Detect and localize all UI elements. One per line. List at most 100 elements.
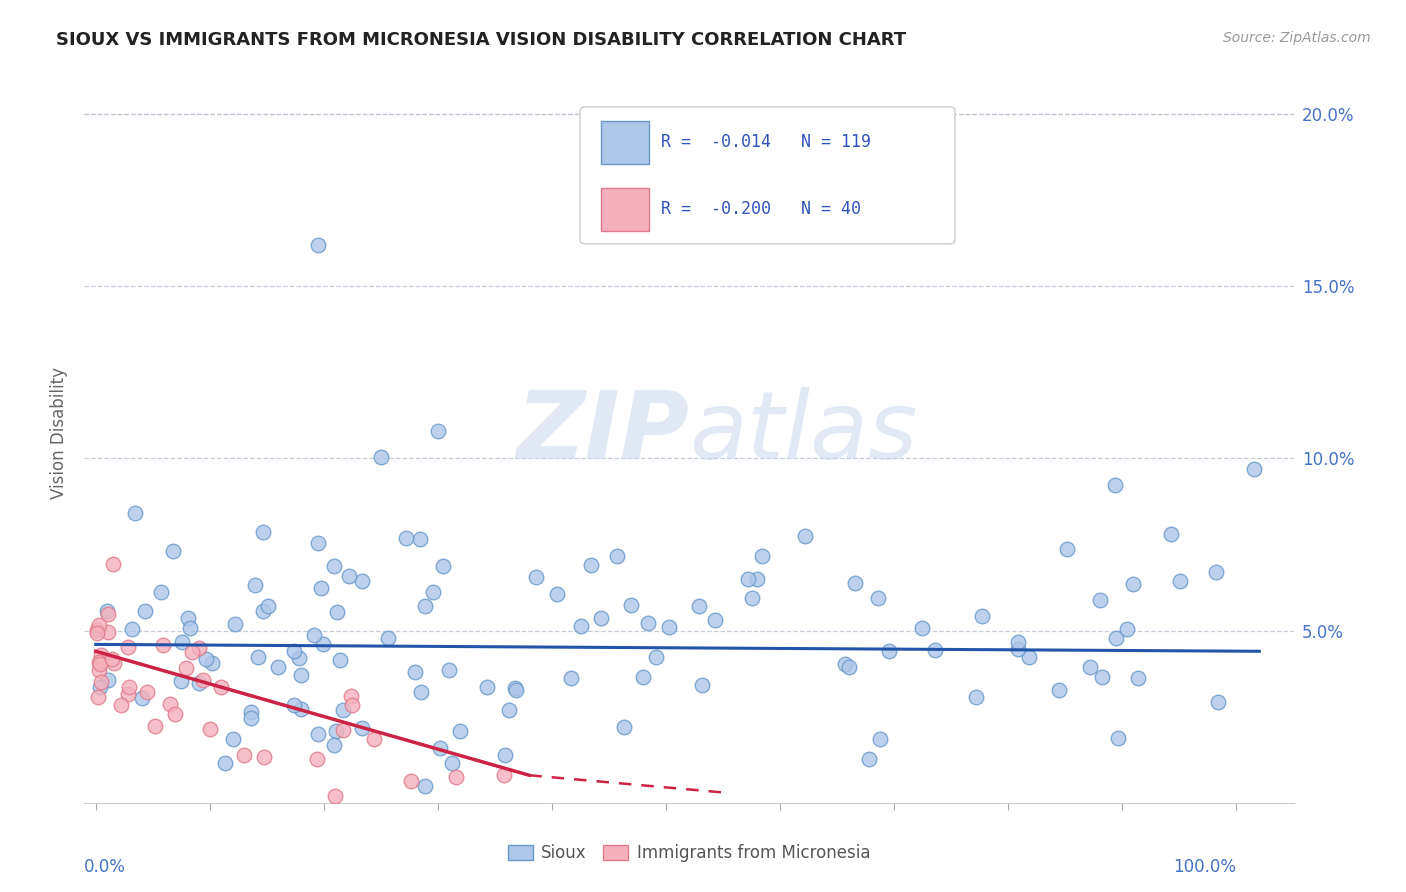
Point (737, 572, 759, 586)
Point (747, 572, 769, 586)
Point (606, 549, 628, 563)
Point (307, 726, 329, 740)
Point (395, 531, 418, 545)
Point (243, 578, 266, 592)
Point (350, 574, 373, 588)
Point (323, 738, 346, 752)
Point (1243, 462, 1265, 476)
Point (323, 789, 346, 803)
Point (332, 723, 354, 737)
Point (326, 605, 349, 619)
Point (149, 585, 172, 599)
Point (159, 697, 181, 711)
Point (631, 669, 654, 683)
Point (429, 741, 451, 756)
Point (224, 616, 246, 631)
Point (415, 779, 437, 793)
Point (252, 525, 274, 540)
Text: 100.0%: 100.0% (1174, 858, 1236, 876)
Point (446, 770, 468, 784)
Point (409, 684, 432, 698)
Point (637, 615, 659, 630)
Point (494, 768, 516, 782)
Point (240, 705, 263, 719)
Point (97, 673, 120, 687)
Point (198, 722, 221, 736)
Point (86, 690, 108, 705)
Point (688, 599, 710, 614)
Point (1122, 576, 1144, 591)
Point (312, 637, 335, 651)
Point (560, 671, 582, 685)
Point (117, 687, 139, 701)
Point (1018, 650, 1040, 665)
Point (1160, 526, 1182, 541)
Point (1078, 659, 1101, 673)
Point (503, 681, 526, 695)
Point (322, 559, 344, 574)
Point (965, 690, 987, 705)
Point (174, 661, 197, 675)
Point (283, 644, 305, 658)
Point (337, 569, 360, 583)
Point (363, 731, 385, 746)
Point (117, 640, 139, 654)
Point (179, 621, 201, 635)
Point (110, 698, 132, 713)
Text: Source: ZipAtlas.com: Source: ZipAtlas.com (1223, 31, 1371, 45)
Point (256, 599, 278, 613)
Y-axis label: Vision Disability: Vision Disability (49, 367, 67, 499)
Text: atlas: atlas (689, 387, 917, 478)
Point (103, 656, 125, 670)
Bar (600, 188, 650, 231)
Point (1126, 672, 1149, 686)
Point (441, 756, 464, 771)
Point (858, 752, 880, 766)
Point (1205, 565, 1227, 579)
Point (201, 656, 224, 670)
Point (1088, 593, 1111, 607)
Point (498, 703, 520, 717)
Point (124, 506, 146, 520)
Legend: Sioux, Immigrants from Micronesia: Sioux, Immigrants from Micronesia (501, 838, 877, 869)
Point (101, 652, 124, 666)
Point (329, 653, 352, 667)
Point (97, 607, 120, 622)
Point (267, 659, 290, 673)
Point (86, 623, 108, 637)
Point (422, 585, 444, 599)
Point (340, 689, 363, 703)
Text: SIOUX VS IMMIGRANTS FROM MICRONESIA VISION DISABILITY CORRELATION CHART: SIOUX VS IMMIGRANTS FROM MICRONESIA VISI… (56, 31, 907, 49)
Point (253, 750, 276, 764)
Point (86, 626, 108, 640)
Point (165, 706, 187, 721)
Point (307, 536, 329, 550)
Point (613, 721, 636, 735)
Point (290, 667, 312, 681)
Point (569, 619, 592, 633)
Point (589, 611, 612, 625)
Point (620, 598, 643, 612)
Point (415, 599, 437, 613)
Point (240, 711, 263, 725)
Point (820, 217, 842, 231)
Point (131, 690, 153, 705)
Point (437, 664, 460, 678)
Point (283, 698, 305, 712)
Point (96, 604, 118, 618)
Point (432, 558, 454, 573)
Point (658, 620, 681, 634)
Point (910, 621, 932, 635)
Point (311, 581, 333, 595)
Point (751, 549, 773, 563)
Point (546, 587, 568, 601)
Point (162, 544, 184, 558)
Point (89, 657, 111, 672)
Point (477, 680, 499, 694)
Point (1007, 635, 1029, 649)
Point (377, 631, 399, 645)
Point (1047, 683, 1070, 698)
Point (170, 673, 193, 688)
Point (1107, 731, 1129, 745)
Point (252, 604, 274, 618)
